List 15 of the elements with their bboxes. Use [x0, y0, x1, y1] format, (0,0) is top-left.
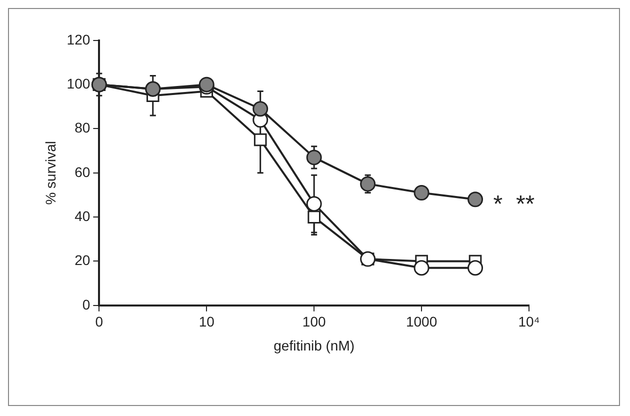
y-tick-label: 120 — [66, 31, 90, 48]
x-tick-label: 10 — [198, 314, 215, 330]
y-tick-label: 80 — [74, 120, 90, 136]
y-tick-label: 0 — [82, 296, 90, 312]
x-tick-label: 10⁴ — [518, 314, 540, 330]
x-axis-title: gefitinib (nM) — [274, 337, 355, 354]
x-tick-label: 1000 — [406, 314, 438, 330]
y-tick-label: 20 — [74, 252, 90, 268]
x-tick-label: 0 — [95, 314, 104, 330]
x-tick-label: 100 — [302, 314, 326, 330]
y-tick-label: 40 — [74, 208, 90, 224]
y-tick-label: 100 — [66, 75, 90, 92]
y-axis-title: % survival — [42, 141, 58, 205]
y-tick-label: 60 — [74, 164, 90, 180]
annotation: * ** — [493, 191, 535, 218]
